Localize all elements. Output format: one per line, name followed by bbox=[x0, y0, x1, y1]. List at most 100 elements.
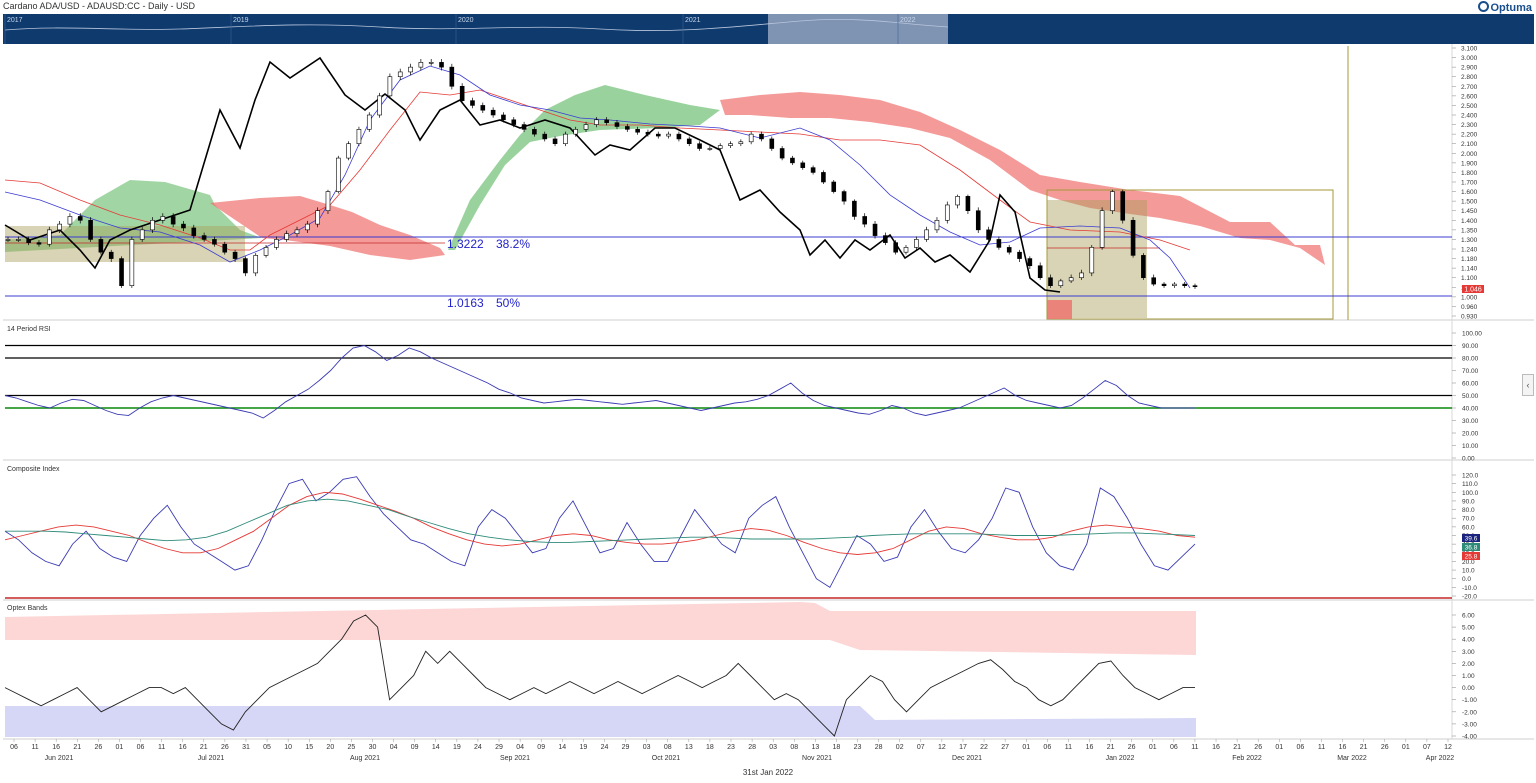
rsi-tick-label: 50.00 bbox=[1462, 393, 1479, 400]
x-day-label: 15 bbox=[305, 744, 313, 751]
x-day-label: 11 bbox=[31, 744, 38, 751]
optex-bands-panel[interactable]: Optex Bands 6.00 5.00 4.00 3.00 2.00 1.00 0.00… bbox=[4, 602, 1477, 741]
x-day-label: 01 bbox=[1149, 744, 1157, 751]
rsi-tick-label: 60.00 bbox=[1462, 381, 1479, 388]
price-tick-label: 2.300 bbox=[1461, 122, 1478, 129]
candle-body bbox=[46, 229, 52, 245]
candle-body bbox=[201, 235, 207, 240]
candle-body bbox=[181, 223, 186, 229]
x-day-label: 14 bbox=[432, 744, 440, 751]
volume-profile-bearish bbox=[1047, 300, 1072, 319]
last-price-badge bbox=[1462, 285, 1484, 293]
ci-tick-label: -10.0 bbox=[1462, 585, 1477, 592]
x-day-label: 01 bbox=[1275, 744, 1283, 751]
rsi-panel[interactable]: 14 Period RSI 100.00 90.00 80.00 70.00 60.00… bbox=[4, 326, 1482, 463]
candle-body bbox=[129, 239, 135, 286]
optex-tick-label: 2.00 bbox=[1462, 661, 1475, 668]
candle-body bbox=[1192, 285, 1198, 287]
candle-body bbox=[26, 239, 31, 243]
x-day-label: 09 bbox=[411, 744, 419, 751]
price-tick-label: 2.500 bbox=[1461, 103, 1478, 110]
candle-body bbox=[759, 133, 764, 140]
candle-body bbox=[480, 105, 486, 111]
rsi-tick-label: 80.00 bbox=[1462, 356, 1479, 363]
candle-body bbox=[511, 119, 517, 125]
optex-oscillator-line bbox=[4, 614, 1195, 737]
fib-percent-label: 38.2% bbox=[496, 237, 530, 251]
candle-body bbox=[1068, 277, 1074, 282]
x-day-label: 26 bbox=[94, 744, 102, 751]
composite-slow-average-line bbox=[5, 498, 1196, 543]
navigator-year-label: 2019 bbox=[233, 17, 249, 24]
navigator-series bbox=[4, 18, 949, 31]
x-day-label: 12 bbox=[938, 744, 946, 751]
date-navigator[interactable]: 2017 2019 2020 2021 2022 bbox=[3, 14, 1534, 44]
candle-body bbox=[883, 235, 888, 243]
ci-value-badge bbox=[1462, 552, 1480, 560]
candle-body bbox=[263, 247, 269, 256]
ci-tick-label: 0.0 bbox=[1462, 576, 1471, 583]
candle-body bbox=[697, 143, 702, 149]
x-day-label: 13 bbox=[685, 744, 693, 751]
candle-body bbox=[428, 62, 434, 64]
x-month-label: Jan 2022 bbox=[1106, 755, 1135, 762]
x-day-label: 08 bbox=[790, 744, 798, 751]
candle-body bbox=[325, 191, 331, 212]
optex-lower-band bbox=[5, 706, 1196, 737]
x-day-label: 01 bbox=[1022, 744, 1030, 751]
candle-body bbox=[1037, 265, 1043, 279]
volume-profile-right bbox=[1047, 200, 1147, 318]
ci-tick-label: 80.0 bbox=[1462, 507, 1475, 514]
candle-body bbox=[686, 138, 692, 145]
x-day-label: 17 bbox=[959, 744, 967, 751]
candle-body bbox=[366, 114, 372, 130]
candle-body bbox=[139, 229, 145, 240]
candle-body bbox=[408, 66, 413, 73]
candle-body bbox=[748, 133, 754, 143]
navigator-window[interactable] bbox=[768, 14, 948, 44]
x-month-label: Dec 2021 bbox=[952, 755, 982, 762]
x-day-label: 30 bbox=[369, 744, 377, 751]
candle-body bbox=[542, 133, 548, 140]
candle-body bbox=[77, 216, 83, 221]
x-day-label: 10 bbox=[284, 744, 292, 751]
chart-title: Cardano ADA/USD - ADAUSD:CC - Daily - US… bbox=[3, 1, 196, 11]
price-tick-label: 0.960 bbox=[1461, 304, 1478, 311]
collapse-panel-button[interactable]: ‹ bbox=[1522, 374, 1534, 396]
x-day-label: 16 bbox=[1339, 744, 1347, 751]
optuma-logo: Optuma bbox=[1478, 1, 1532, 14]
candle-body bbox=[800, 162, 806, 168]
x-day-label: 11 bbox=[158, 744, 165, 751]
x-day-label: 06 bbox=[10, 744, 18, 751]
ci-value-badge bbox=[1462, 543, 1480, 551]
candle-body bbox=[975, 210, 981, 231]
candle-body bbox=[996, 239, 1002, 248]
x-day-label: 20 bbox=[326, 744, 334, 751]
candle-body bbox=[67, 216, 73, 225]
candle-body bbox=[1079, 272, 1084, 279]
x-day-label: 03 bbox=[769, 744, 777, 751]
candle-body bbox=[232, 251, 238, 259]
rsi-line bbox=[4, 345, 1195, 419]
x-day-label: 29 bbox=[622, 744, 630, 751]
x-month-label: Oct 2021 bbox=[652, 755, 681, 762]
candle-body bbox=[1099, 210, 1105, 248]
x-day-label: 04 bbox=[516, 744, 524, 751]
ichimoku-cloud-bearish-2 bbox=[720, 92, 1325, 265]
candle-body bbox=[418, 62, 424, 68]
price-tick-label: 1.240 bbox=[1461, 247, 1478, 254]
price-tick-label: 1.140 bbox=[1461, 266, 1478, 273]
x-day-label: 23 bbox=[727, 744, 735, 751]
candle-body bbox=[573, 129, 578, 135]
price-panel[interactable]: 3.100 3.000 2.900 2.800 2.700 2.600 2.500 2.400… bbox=[4, 46, 1484, 321]
x-day-label: 19 bbox=[453, 744, 461, 751]
candle-body bbox=[335, 157, 341, 192]
candle-body bbox=[986, 229, 991, 240]
x-day-label: 06 bbox=[1043, 744, 1051, 751]
candle-body bbox=[810, 167, 816, 173]
ci-value-badge-text: 39.6 bbox=[1465, 535, 1478, 542]
x-day-label: 24 bbox=[601, 744, 609, 751]
candle-body bbox=[831, 181, 837, 192]
